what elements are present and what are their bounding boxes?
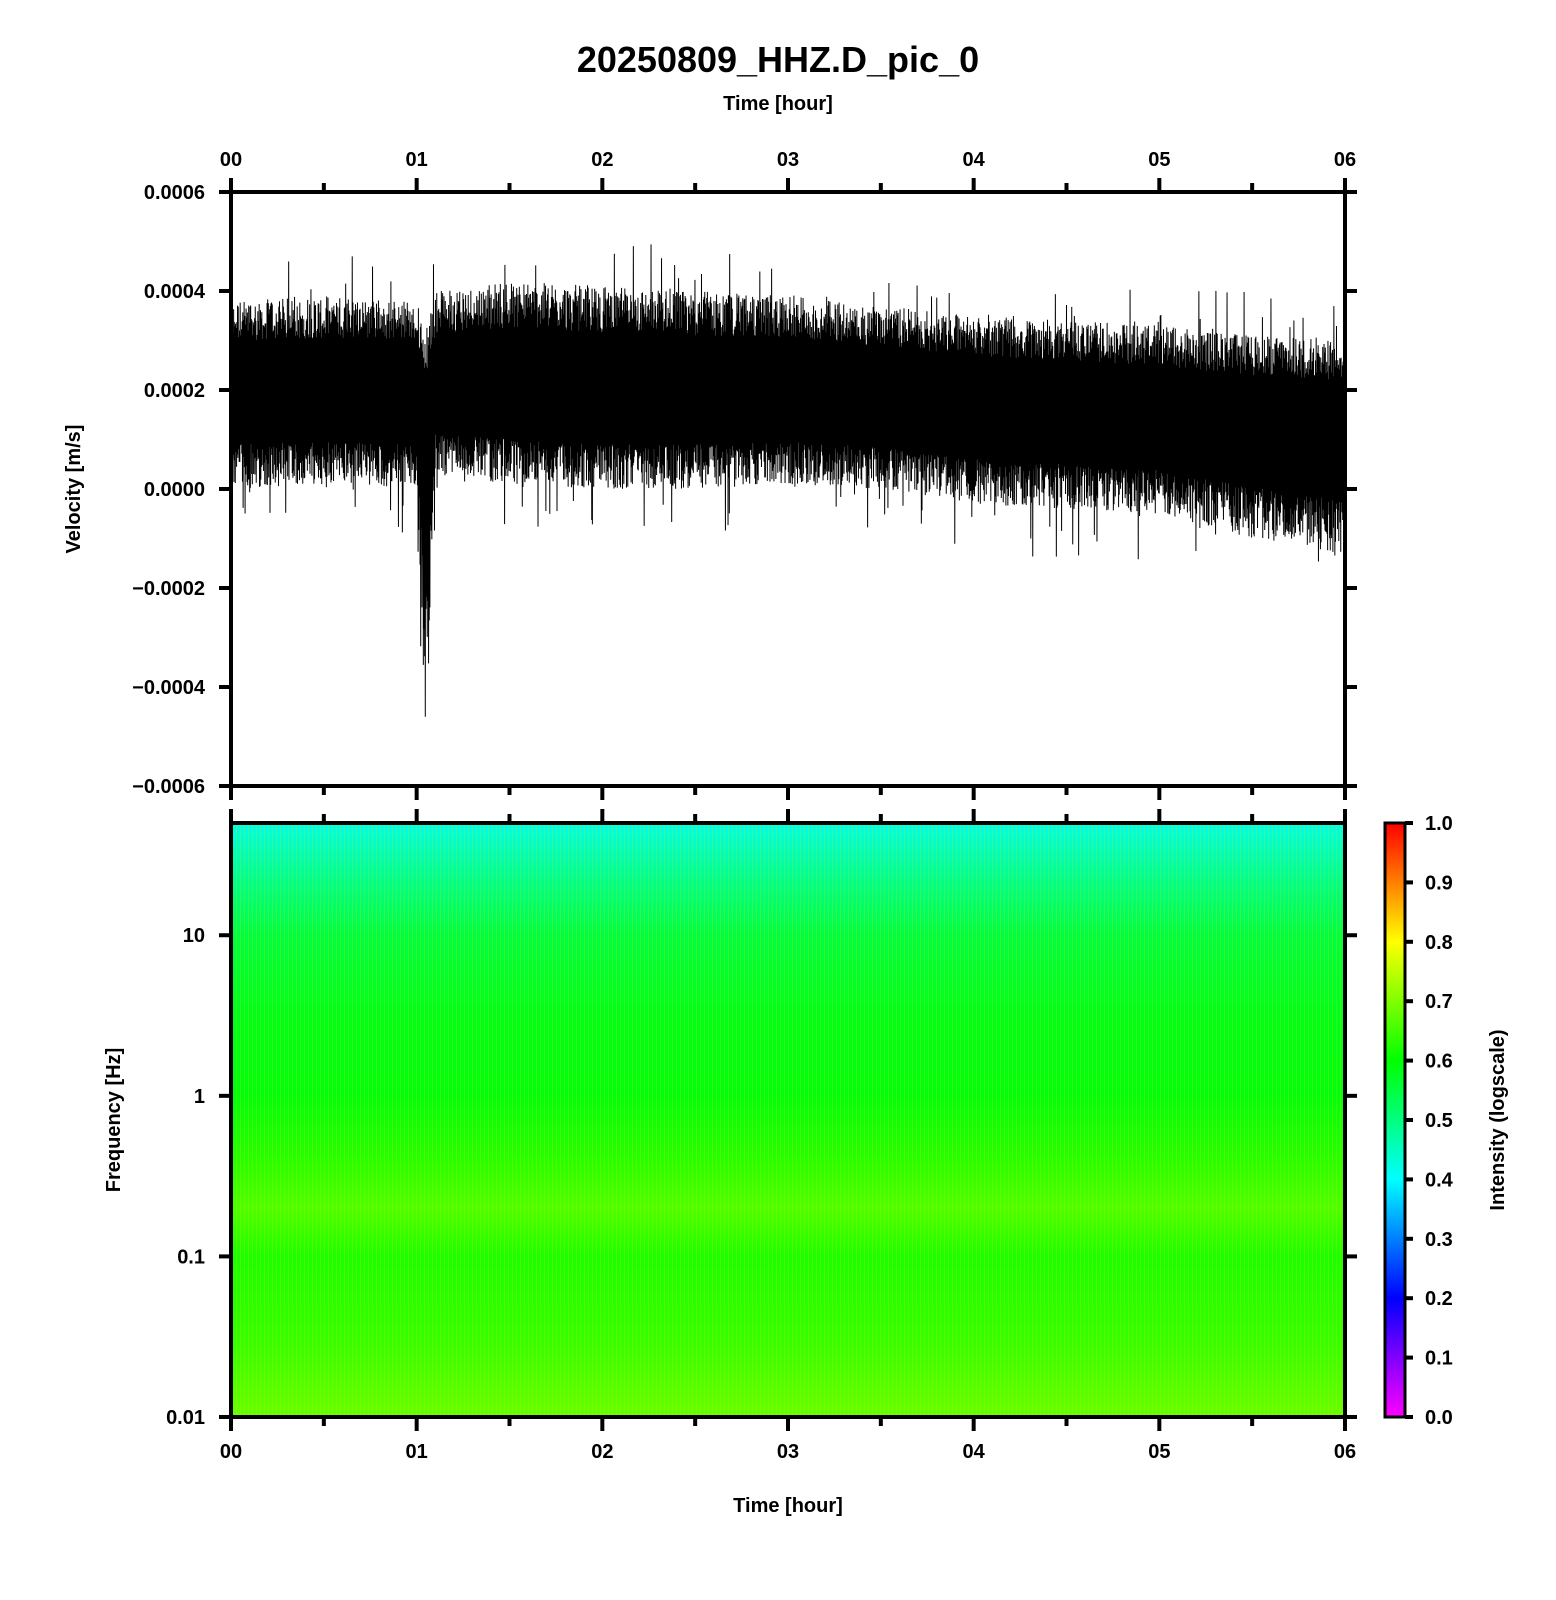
spectrogram-bottom-x-ticks: 00 01 02 03 04 05 06 (220, 1417, 1356, 1463)
waveform-y-axis-label: Velocity [m/s] (63, 425, 85, 554)
colorbar-ticks: 1.0 0.9 0.8 0.7 0.6 0.5 0.4 0.3 0.2 0.1 0.0 (1405, 813, 1454, 1429)
spectrogram-bottom-x-tick-label: 02 (591, 1441, 613, 1463)
waveform-top-x-tick-label: 06 (1334, 149, 1356, 171)
waveform-top-x-tick-label: 03 (777, 149, 799, 171)
spectrogram-y-ticks: 10 1 0.1 0.01 (166, 925, 1357, 1429)
colorbar-tick-label: 0.4 (1425, 1169, 1454, 1191)
waveform-top-x-tick-label: 00 (220, 149, 242, 171)
waveform-y-tick-label: −0.0002 (132, 578, 205, 600)
spectrogram-panel: 00 01 02 03 04 05 06 10 1 0.1 0.01 Frequency [Hz]… (103, 809, 1357, 1517)
spectrogram-bottom-x-tick-label: 03 (777, 1441, 799, 1463)
spectrogram-y-tick-label: 10 (183, 925, 205, 947)
colorbar-scale (1383, 821, 1407, 1419)
spectrogram-bottom-x-tick-label: 04 (963, 1441, 986, 1463)
figure-title: 20250809_HHZ.D_pic_0 (577, 39, 979, 80)
colorbar-tick-label: 0.3 (1425, 1229, 1453, 1251)
waveform-top-x-tick-label: 05 (1148, 149, 1170, 171)
top-x-axis-label: Time [hour] (723, 93, 833, 115)
colorbar-tick-label: 0.2 (1425, 1288, 1453, 1310)
spectrogram-bottom-x-tick-label: 00 (220, 1441, 242, 1463)
colorbar-tick-label: 0.7 (1425, 991, 1453, 1013)
spectrogram-bottom-x-tick-label: 06 (1334, 1441, 1356, 1463)
waveform-panel: 00 01 02 03 04 05 06 0.0006 0.0004 0.0002 0.0000 −… (63, 149, 1357, 800)
spectrogram-y-tick-label: 0.1 (177, 1246, 205, 1268)
waveform-top-x-tick-label: 01 (406, 149, 428, 171)
bottom-x-axis-label: Time [hour] (733, 1495, 843, 1517)
spectrogram-bottom-x-tick-label: 01 (406, 1441, 428, 1463)
spectrogram-y-tick-label: 0.01 (166, 1407, 205, 1429)
spectrogram-top-x-ticks (229, 809, 1347, 823)
waveform-bottom-x-ticks (229, 786, 1347, 800)
spectrogram-bottom-x-tick-label: 05 (1148, 1441, 1170, 1463)
colorbar-tick-label: 0.1 (1425, 1348, 1453, 1370)
colorbar: 1.0 0.9 0.8 0.7 0.6 0.5 0.4 0.3 0.2 0.1 0.0 Intens… (1383, 813, 1509, 1429)
colorbar-tick-label: 0.0 (1425, 1407, 1453, 1429)
waveform-y-tick-label: 0.0000 (144, 479, 205, 501)
waveform-top-x-ticks: 00 01 02 03 04 05 06 (220, 149, 1356, 192)
waveform-series-line (231, 244, 1345, 717)
spectrogram-y-tick-label: 1 (194, 1086, 205, 1108)
colorbar-tick-label: 0.5 (1425, 1110, 1453, 1132)
colorbar-tick-label: 0.9 (1425, 872, 1453, 894)
spectrogram-texture (231, 823, 1345, 1417)
spectrogram-y-axis-label: Frequency [Hz] (103, 1048, 125, 1192)
colorbar-tick-label: 0.8 (1425, 932, 1453, 954)
colorbar-label: Intensity (logscale) (1487, 1029, 1509, 1210)
waveform-y-tick-label: 0.0004 (144, 281, 206, 303)
waveform-y-tick-label: −0.0004 (132, 677, 206, 699)
colorbar-tick-label: 1.0 (1425, 813, 1453, 835)
waveform-top-x-tick-label: 04 (963, 149, 986, 171)
waveform-y-tick-label: 0.0006 (144, 182, 205, 204)
waveform-y-tick-label: 0.0002 (144, 380, 205, 402)
colorbar-tick-label: 0.6 (1425, 1051, 1453, 1073)
waveform-y-tick-label: −0.0006 (132, 776, 205, 798)
waveform-top-x-tick-label: 02 (591, 149, 613, 171)
waveform-y-ticks: 0.0006 0.0004 0.0002 0.0000 −0.0002 −0.0004 −0… (132, 182, 1357, 798)
